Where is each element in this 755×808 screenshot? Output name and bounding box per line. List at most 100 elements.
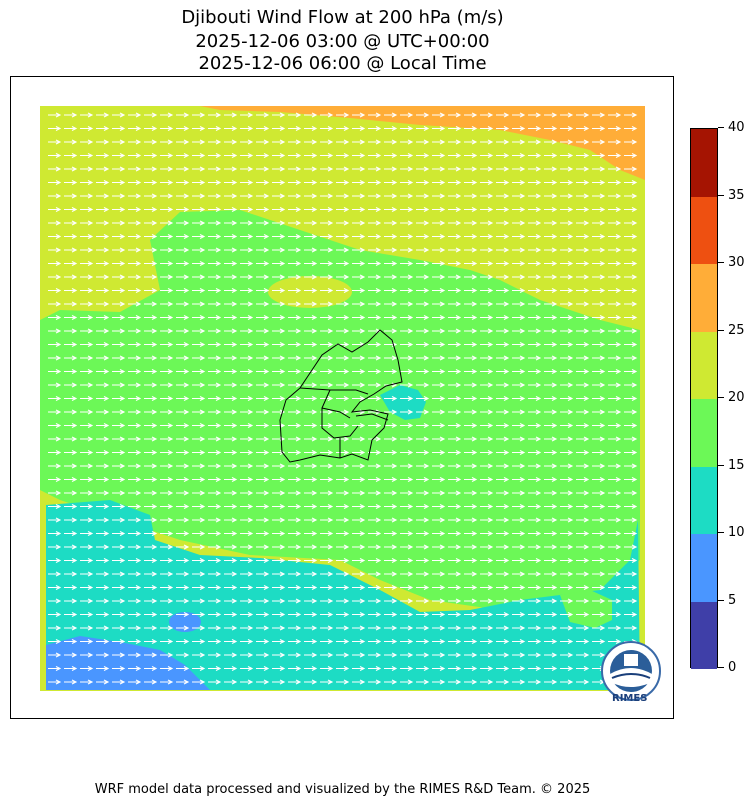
wind-arrow bbox=[464, 220, 478, 226]
wind-arrow bbox=[208, 261, 222, 266]
wind-arrow bbox=[144, 153, 158, 158]
wind-arrow bbox=[448, 598, 462, 604]
wind-arrow bbox=[96, 571, 110, 577]
wind-arrow bbox=[288, 450, 302, 455]
wind-arrow bbox=[480, 639, 494, 644]
wind-arrow bbox=[336, 531, 350, 536]
wind-arrow bbox=[528, 315, 542, 320]
wind-arrow bbox=[224, 261, 238, 266]
wind-arrow bbox=[608, 639, 622, 644]
wind-arrow bbox=[80, 598, 94, 604]
wind-arrow bbox=[208, 585, 222, 590]
wind-arrow bbox=[208, 436, 222, 442]
wind-arrow bbox=[96, 463, 110, 469]
wind-arrow bbox=[416, 247, 430, 253]
wind-arrow bbox=[480, 247, 494, 253]
wind-arrow bbox=[112, 153, 126, 158]
wind-arrow bbox=[112, 639, 126, 644]
wind-arrow bbox=[400, 598, 414, 604]
wind-arrow bbox=[624, 288, 638, 293]
wind-arrow bbox=[544, 409, 558, 415]
wind-arrow bbox=[496, 220, 510, 226]
wind-arrow bbox=[128, 571, 142, 577]
wind-arrow bbox=[368, 504, 382, 509]
wind-arrow bbox=[480, 652, 494, 658]
wind-arrow bbox=[256, 598, 270, 604]
wind-arrow bbox=[528, 531, 542, 536]
wind-arrow bbox=[384, 423, 398, 428]
wind-arrow bbox=[432, 261, 446, 266]
wind-arrow bbox=[592, 409, 606, 415]
colorbar-tick-label: 15 bbox=[728, 457, 745, 473]
field-blue-patch bbox=[169, 612, 201, 632]
wind-arrow bbox=[128, 234, 142, 239]
wind-arrow bbox=[384, 504, 398, 509]
wind-arrow bbox=[192, 315, 206, 320]
wind-arrow bbox=[288, 463, 302, 469]
wind-arrow bbox=[288, 301, 302, 307]
wind-arrow bbox=[96, 126, 110, 131]
wind-arrow bbox=[384, 193, 398, 199]
wind-arrow bbox=[48, 153, 62, 158]
wind-arrow bbox=[48, 315, 62, 320]
wind-arrow bbox=[304, 639, 318, 644]
wind-arrow bbox=[352, 504, 366, 509]
wind-arrow bbox=[240, 679, 254, 685]
wind-arrow bbox=[512, 247, 526, 253]
wind-arrow bbox=[384, 220, 398, 226]
wind-arrow bbox=[272, 625, 286, 631]
wind-arrow bbox=[144, 666, 158, 671]
wind-arrow bbox=[176, 126, 190, 131]
wind-arrow bbox=[608, 315, 622, 320]
wind-arrow bbox=[416, 234, 430, 239]
wind-arrow bbox=[192, 207, 206, 212]
wind-arrow bbox=[304, 612, 318, 617]
wind-arrow bbox=[256, 153, 270, 158]
wind-arrow bbox=[384, 112, 398, 118]
wind-arrow bbox=[176, 558, 190, 563]
wind-arrow bbox=[160, 274, 174, 280]
wind-arrow bbox=[144, 126, 158, 131]
wind-arrow bbox=[112, 463, 126, 469]
wind-arrow bbox=[288, 409, 302, 415]
colorbar-segment bbox=[691, 331, 717, 399]
wind-arrow bbox=[208, 531, 222, 536]
wind-arrow bbox=[432, 382, 446, 388]
wind-arrow bbox=[192, 477, 206, 482]
wind-arrow bbox=[576, 490, 590, 496]
wind-arrow bbox=[368, 517, 382, 523]
wind-arrow bbox=[96, 409, 110, 415]
wind-arrow bbox=[400, 571, 414, 577]
wind-arrow bbox=[192, 274, 206, 280]
wind-arrow bbox=[400, 544, 414, 550]
wind-arrow bbox=[240, 585, 254, 590]
wind-arrow bbox=[64, 490, 78, 496]
wind-arrow bbox=[160, 571, 174, 577]
wind-arrow bbox=[448, 679, 462, 685]
colorbar-tick-label: 30 bbox=[728, 255, 745, 270]
wind-arrow bbox=[512, 234, 526, 239]
wind-arrow bbox=[160, 180, 174, 185]
wind-arrow bbox=[160, 504, 174, 509]
wind-arrow bbox=[432, 234, 446, 239]
wind-arrow bbox=[368, 220, 382, 226]
wind-arrow bbox=[48, 490, 62, 496]
wind-arrow bbox=[240, 301, 254, 307]
wind-arrow bbox=[176, 355, 190, 361]
wind-arrow bbox=[320, 166, 334, 172]
wind-arrow bbox=[608, 625, 622, 631]
wind-arrow bbox=[112, 247, 126, 253]
wind-arrow bbox=[400, 436, 414, 442]
wind-arrow bbox=[528, 207, 542, 212]
wind-arrow bbox=[128, 558, 142, 563]
wind-arrow bbox=[512, 328, 526, 334]
wind-arrow bbox=[112, 450, 126, 455]
wind-arrow bbox=[400, 531, 414, 536]
wind-arrow bbox=[544, 504, 558, 509]
wind-arrow bbox=[512, 207, 526, 212]
wind-arrow bbox=[112, 180, 126, 185]
wind-arrow bbox=[496, 409, 510, 415]
wind-arrow bbox=[448, 517, 462, 523]
wind-arrow bbox=[624, 166, 638, 172]
wind-arrow bbox=[592, 504, 606, 509]
